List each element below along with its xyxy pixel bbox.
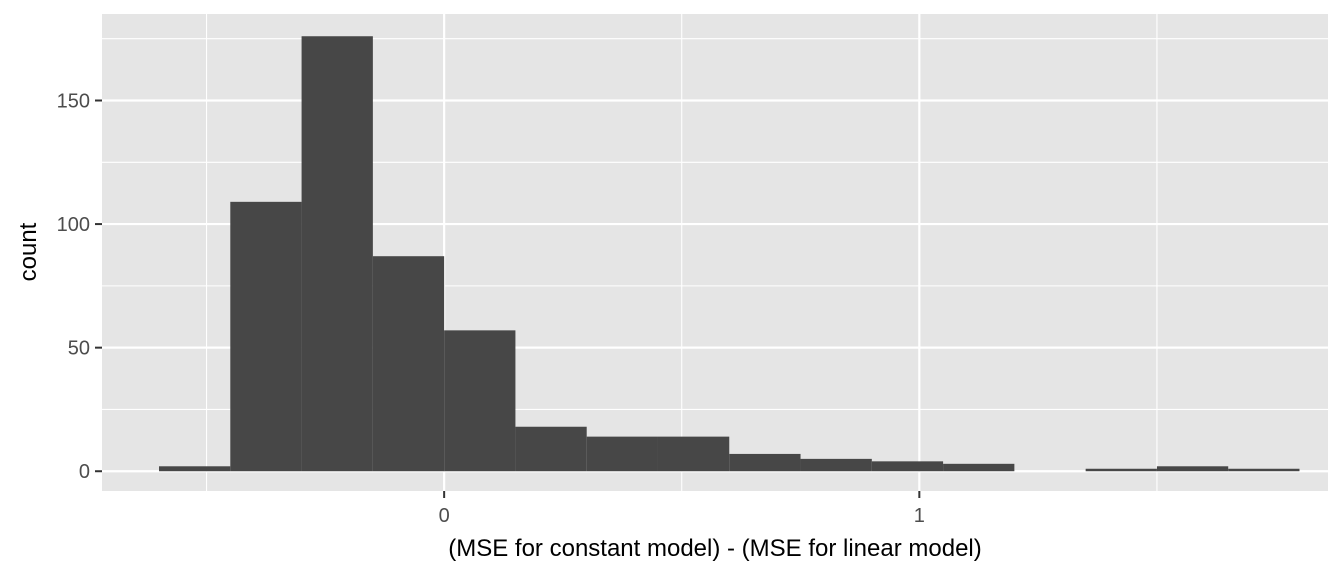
y-tick-label: 100: [57, 214, 90, 236]
x-axis-title: (MSE for constant model) - (MSE for line…: [448, 535, 982, 562]
histogram-bar: [871, 461, 944, 472]
histogram-bar: [1085, 468, 1157, 472]
y-tick-label: 150: [57, 91, 90, 113]
y-axis-ticks: 0 50 100 150: [57, 91, 102, 483]
x-tick-label: 0: [439, 505, 450, 527]
histogram-bar: [515, 426, 587, 472]
x-tick-label: 1: [914, 505, 925, 527]
y-axis-title: count: [15, 222, 42, 281]
histogram-bar: [800, 458, 872, 472]
histogram-bars: [159, 36, 1300, 472]
histogram-bar: [1156, 466, 1229, 472]
histogram-bar: [943, 463, 1015, 472]
histogram-bar: [372, 256, 445, 472]
histogram-bar: [1228, 468, 1300, 472]
histogram-bar: [729, 453, 801, 472]
y-tick-label: 50: [68, 338, 90, 360]
histogram-bar: [444, 330, 516, 472]
histogram-bar: [230, 201, 302, 472]
histogram-bar: [586, 436, 658, 472]
histogram-bar: [301, 36, 373, 472]
y-tick-label: 0: [79, 461, 90, 483]
histogram-bar: [159, 466, 231, 472]
histogram-bar: [657, 436, 730, 472]
